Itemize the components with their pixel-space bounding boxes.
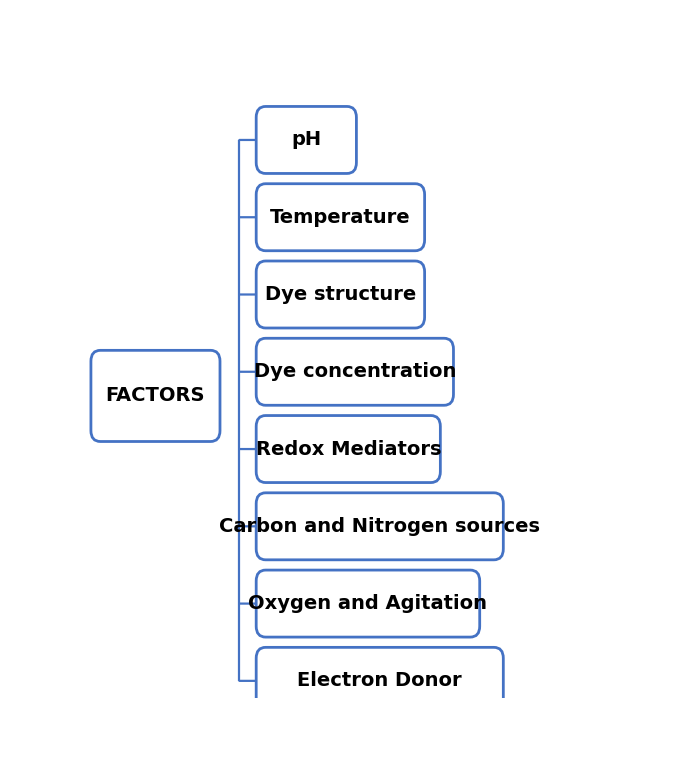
Text: Dye concentration: Dye concentration: [254, 362, 456, 381]
FancyBboxPatch shape: [256, 107, 356, 173]
Text: Dye structure: Dye structure: [265, 285, 416, 304]
FancyBboxPatch shape: [256, 416, 440, 482]
Text: Temperature: Temperature: [270, 208, 411, 227]
Text: Redox Mediators: Redox Mediators: [255, 440, 441, 459]
FancyBboxPatch shape: [256, 648, 503, 714]
Text: pH: pH: [291, 130, 322, 150]
FancyBboxPatch shape: [256, 261, 424, 328]
FancyBboxPatch shape: [91, 350, 220, 441]
Text: FACTORS: FACTORS: [106, 387, 205, 405]
Text: Oxygen and Agitation: Oxygen and Agitation: [248, 594, 487, 613]
Text: Electron Donor: Electron Donor: [297, 671, 462, 691]
FancyBboxPatch shape: [256, 338, 454, 405]
Text: Carbon and Nitrogen sources: Carbon and Nitrogen sources: [219, 517, 540, 535]
FancyBboxPatch shape: [256, 183, 424, 251]
FancyBboxPatch shape: [256, 493, 503, 560]
FancyBboxPatch shape: [256, 570, 480, 637]
